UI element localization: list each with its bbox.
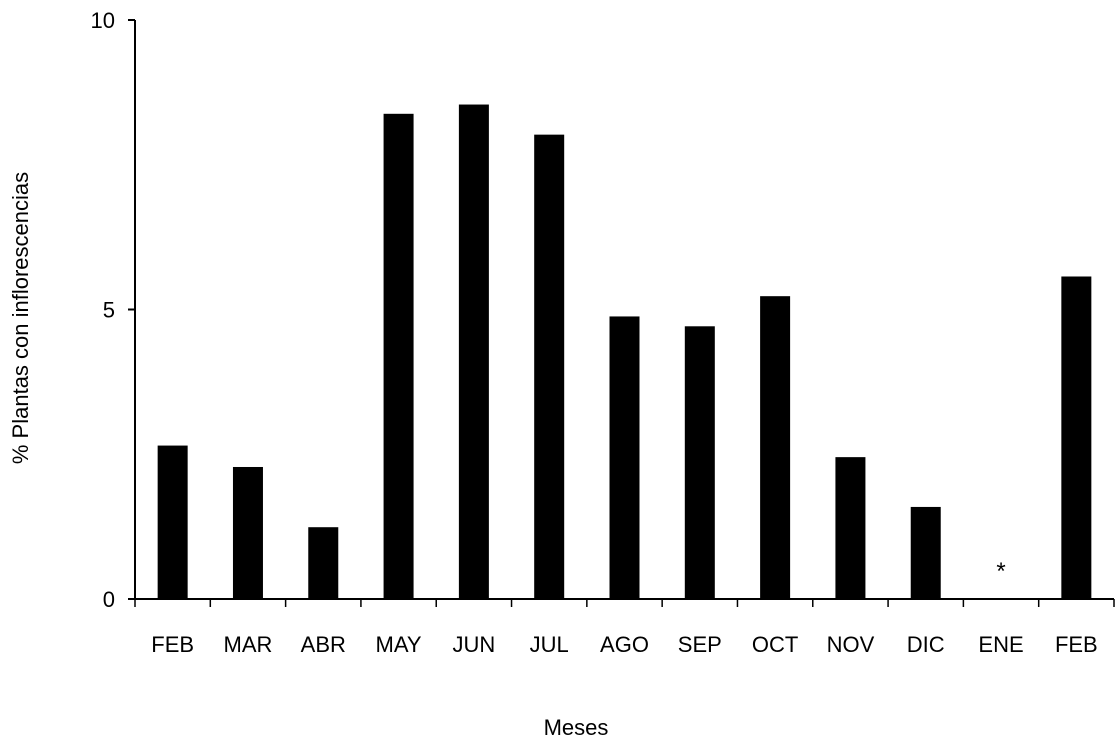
bar-may-3 — [383, 113, 414, 599]
category-label: OCT — [752, 632, 798, 657]
bar-jun-4 — [458, 104, 489, 599]
bar-jul-5 — [534, 134, 565, 599]
y-tick-label: 10 — [91, 8, 115, 33]
x-axis-ticks — [134, 599, 1115, 607]
bar-feb-12 — [1061, 276, 1092, 599]
category-label: MAR — [224, 632, 273, 657]
bar-nov-9 — [835, 457, 866, 599]
annotations: * — [996, 558, 1005, 585]
x-axis-title: Meses — [544, 715, 609, 738]
bar-sep-7 — [684, 326, 715, 599]
y-axis-ticks: 0 5 10 — [91, 8, 135, 612]
bar-mar-1 — [232, 466, 263, 599]
category-label: SEP — [678, 632, 722, 657]
bar-abr-2 — [308, 527, 339, 599]
y-tick-label: 0 — [103, 587, 115, 612]
bars — [157, 104, 1092, 599]
y-axis-title: % Plantas con inflorescencias — [8, 172, 33, 464]
category-label: NOV — [827, 632, 875, 657]
category-label: AGO — [600, 632, 649, 657]
bar-ago-6 — [609, 316, 640, 599]
category-label: DIC — [907, 632, 945, 657]
category-label: ABR — [301, 632, 346, 657]
annotation-asterisk: * — [996, 558, 1005, 585]
category-label: FEB — [151, 632, 194, 657]
y-tick-label: 5 — [103, 298, 115, 323]
bar-dic-10 — [910, 506, 941, 599]
bar-feb-0 — [157, 445, 188, 599]
category-labels: FEB MAR ABR MAY JUN JUL AGO SEP OCT NOV DIC ENE FEB — [151, 632, 1097, 657]
bar-oct-8 — [760, 296, 791, 599]
category-label: MAY — [376, 632, 422, 657]
category-label: JUN — [452, 632, 495, 657]
category-label: ENE — [978, 632, 1023, 657]
category-label: FEB — [1055, 632, 1098, 657]
category-label: JUL — [530, 632, 569, 657]
